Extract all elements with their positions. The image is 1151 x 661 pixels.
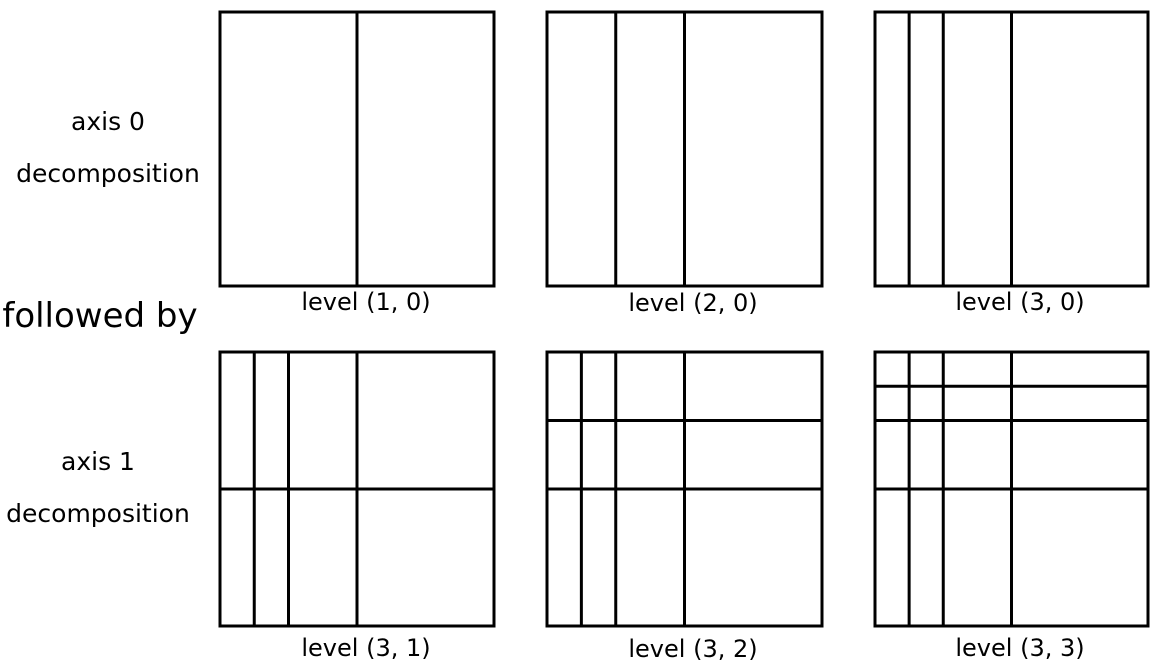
panel-level-3-1: level (3, 1) <box>218 350 496 661</box>
panel-grid <box>873 350 1150 628</box>
panel-caption: level (3, 2) <box>628 635 757 661</box>
panel-caption: level (1, 0) <box>301 288 430 316</box>
panel-level-2-0: level (2, 0) <box>545 10 824 317</box>
panel-grid <box>873 10 1150 288</box>
panel-caption: level (3, 3) <box>955 634 1084 661</box>
axis0-label-line1: axis 0 <box>71 107 145 136</box>
panel-grid <box>218 350 496 628</box>
followed-by-label: followed by <box>2 296 197 336</box>
axis1-label-line1: axis 1 <box>61 447 135 476</box>
axis1-label-line2: decomposition <box>6 499 190 528</box>
panel-grid <box>218 10 496 288</box>
axis0-label-line2: decomposition <box>16 159 200 188</box>
panel-grid <box>545 350 824 628</box>
panel-level-1-0: level (1, 0) <box>218 10 496 316</box>
panel-level-3-0: level (3, 0) <box>873 10 1150 316</box>
panel-caption: level (2, 0) <box>628 289 757 317</box>
panel-caption: level (3, 1) <box>301 634 430 661</box>
panel-caption: level (3, 0) <box>955 288 1084 316</box>
panel-level-3-3: level (3, 3) <box>873 350 1150 661</box>
panel-level-3-2: level (3, 2) <box>545 350 824 661</box>
panel-grid <box>545 10 824 288</box>
